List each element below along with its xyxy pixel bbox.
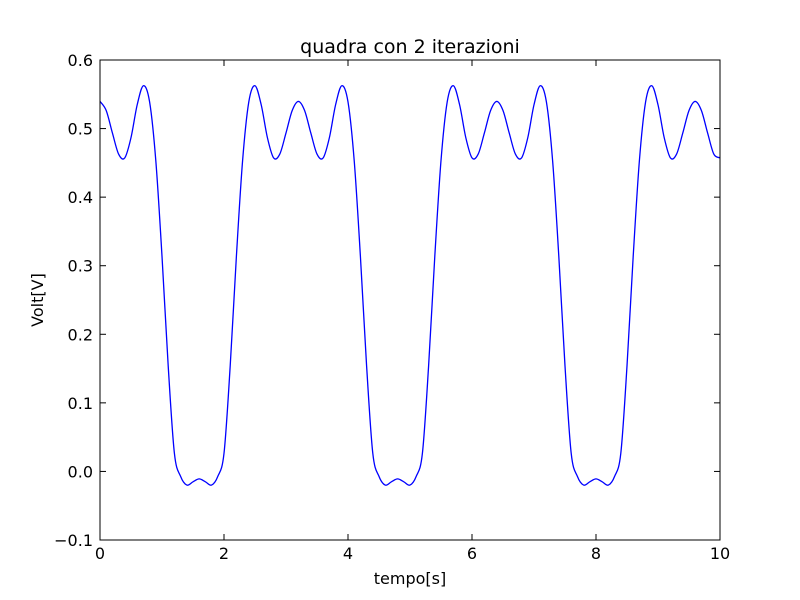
x-tick-label: 2 [219, 544, 229, 563]
y-tick-label: 0.6 [68, 51, 93, 70]
x-tick-label: 6 [467, 544, 477, 563]
series-line [99, 85, 721, 486]
y-axis-label: Volt[V] [28, 273, 47, 327]
y-tick-label: 0.1 [68, 394, 93, 413]
x-tick-label: 8 [591, 544, 601, 563]
x-tick-label: 10 [710, 544, 730, 563]
y-tick-label: 0.2 [68, 325, 93, 344]
y-tick-label: −0.1 [54, 531, 93, 550]
y-axis-ticks: −0.1 0.0 0.1 0.2 0.3 0.4 0.5 0.6 [54, 51, 720, 550]
x-tick-label: 0 [95, 544, 105, 563]
y-tick-label: 0.4 [68, 188, 93, 207]
chart-title: quadra con 2 iterazioni [300, 36, 520, 58]
plot-frame [99, 59, 721, 541]
x-tick-label: 4 [343, 544, 353, 563]
y-tick-label: 0.3 [68, 257, 93, 276]
x-axis-label: tempo[s] [374, 569, 446, 588]
y-tick-label: 0.5 [68, 120, 93, 139]
y-tick-label: 0.0 [68, 462, 93, 481]
